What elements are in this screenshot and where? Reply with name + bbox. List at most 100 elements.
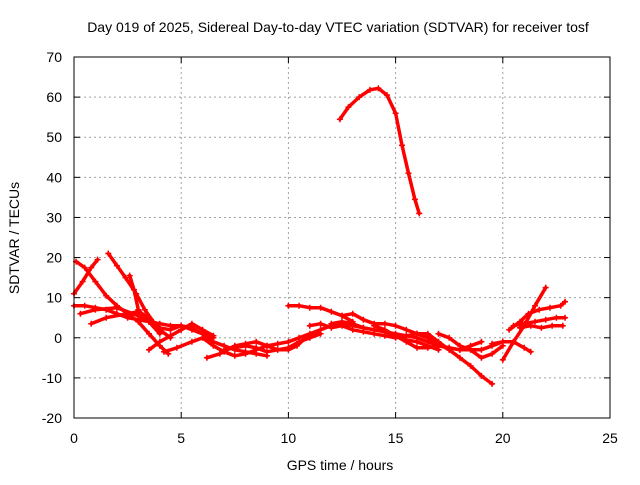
data-point — [302, 334, 309, 341]
data-point — [510, 338, 517, 345]
data-point — [478, 372, 485, 379]
data-point — [478, 346, 485, 353]
data-layer — [71, 85, 568, 387]
data-point — [403, 338, 410, 345]
data-point — [424, 334, 431, 341]
data-point — [392, 110, 399, 117]
data-point — [317, 320, 324, 327]
y-tick-label: 30 — [46, 209, 62, 225]
data-point — [77, 310, 84, 317]
data-point — [532, 318, 538, 325]
data-point — [349, 310, 356, 317]
y-tick-label: 40 — [46, 169, 62, 185]
series-line-track-3 — [72, 257, 100, 296]
x-tick-label: 20 — [495, 430, 511, 446]
data-point — [141, 306, 148, 313]
data-point — [456, 342, 463, 349]
data-point — [79, 278, 86, 285]
data-point — [384, 92, 390, 99]
data-point — [553, 314, 560, 321]
data-point — [328, 308, 335, 315]
y-axis-label: SDTVAR / TECUs — [6, 182, 22, 294]
data-point — [339, 312, 345, 319]
y-tick-label: 20 — [46, 250, 62, 266]
data-point — [536, 306, 543, 313]
data-point — [517, 324, 523, 331]
data-point — [146, 330, 152, 337]
data-point — [264, 348, 270, 355]
chart-title: Day 019 of 2025, Sidereal Day-to-day VTE… — [87, 19, 589, 35]
data-point — [199, 326, 206, 333]
data-point — [146, 346, 152, 353]
data-point — [336, 116, 343, 123]
data-point — [403, 332, 410, 339]
data-point — [296, 302, 303, 309]
data-point — [92, 278, 99, 285]
data-point — [467, 346, 474, 353]
x-tick-label: 25 — [602, 430, 618, 446]
data-point — [88, 264, 95, 271]
data-point — [167, 326, 174, 333]
data-point — [349, 326, 356, 333]
y-tick-label: 0 — [54, 330, 62, 346]
plot-frame — [73, 56, 611, 419]
data-point — [199, 334, 206, 341]
y-tick-label: 70 — [46, 49, 62, 65]
data-point — [188, 338, 195, 345]
data-point — [105, 250, 112, 257]
data-point — [446, 344, 453, 351]
data-point — [381, 326, 388, 333]
data-point — [92, 306, 99, 313]
data-point — [339, 318, 345, 325]
y-tick-label: -20 — [42, 410, 62, 426]
x-tick-label: 10 — [281, 430, 297, 446]
data-point — [435, 330, 442, 337]
data-point — [349, 320, 356, 327]
data-point — [411, 196, 418, 203]
data-point — [242, 350, 249, 357]
data-point — [242, 342, 249, 349]
data-point — [542, 316, 549, 323]
y-tick-label: 50 — [46, 129, 62, 145]
data-point — [156, 338, 163, 345]
data-point — [478, 338, 485, 345]
data-point — [294, 342, 300, 349]
data-point — [489, 350, 496, 357]
data-point — [405, 170, 412, 177]
series-line-track-8 — [89, 309, 158, 328]
data-point — [416, 210, 423, 217]
tick-layer: 0 5 10 15 20 25 -20 -10 0 10 20 30 40 50 60 70 — [42, 49, 618, 446]
data-point — [371, 322, 378, 329]
data-point — [499, 338, 506, 345]
data-point — [562, 298, 568, 305]
data-point — [521, 344, 528, 351]
data-point — [285, 346, 292, 353]
data-point — [538, 324, 545, 331]
y-tick-label: 10 — [46, 290, 62, 306]
x-axis-label: GPS time / hours — [287, 457, 394, 473]
data-point — [499, 356, 506, 363]
data-point — [124, 310, 131, 317]
data-point — [489, 380, 496, 387]
x-tick-label: 0 — [70, 430, 78, 446]
data-point — [392, 332, 399, 339]
data-point — [113, 304, 120, 311]
data-point — [306, 322, 313, 329]
data-point — [467, 362, 474, 369]
data-point — [210, 342, 217, 349]
data-point — [274, 340, 281, 347]
data-point — [122, 274, 129, 281]
data-point — [146, 314, 152, 321]
data-point — [478, 354, 485, 361]
data-point — [156, 330, 163, 337]
data-point — [557, 302, 564, 309]
data-point — [203, 354, 210, 361]
data-point — [392, 322, 399, 329]
data-point — [356, 94, 363, 101]
data-point — [375, 85, 382, 92]
data-point — [527, 348, 534, 355]
data-point — [216, 350, 223, 357]
data-point — [559, 322, 566, 329]
